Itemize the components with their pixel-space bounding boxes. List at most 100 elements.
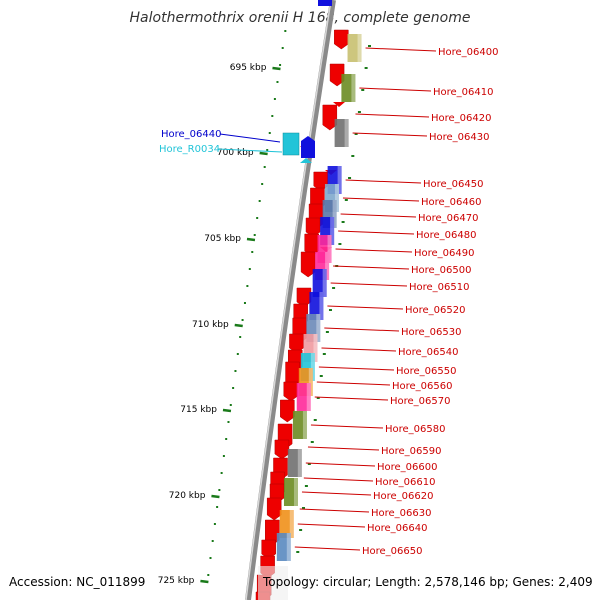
tick-dot [301, 507, 305, 509]
kbp-tick-label: 705 kbp [204, 234, 241, 244]
label-leader-line [333, 265, 410, 270]
kbp-tick-mark [246, 237, 256, 242]
label-leader-line [219, 133, 281, 143]
gene-label[interactable]: Hore_06400 [438, 47, 499, 58]
label-leader-line [305, 462, 376, 467]
kbp-tick-mark [272, 66, 281, 71]
gene-box [283, 478, 298, 506]
gene-box [287, 449, 302, 477]
gene-label[interactable]: Hore_06540 [398, 347, 459, 358]
label-leader-line [316, 381, 391, 386]
label-leader-line [345, 179, 422, 184]
gene-label[interactable]: Hore_06490 [414, 248, 475, 259]
gene-label[interactable]: Hore_06530 [401, 327, 462, 338]
gene-label[interactable]: Hore_06580 [385, 424, 446, 435]
gene-box-highlight [357, 34, 362, 62]
gene-box-highlight [337, 166, 342, 194]
gene-label[interactable]: Hore_06630 [371, 508, 432, 519]
tick-dot [271, 115, 274, 117]
gene-box [276, 533, 291, 561]
tick-dot [258, 200, 261, 202]
label-leader-line [330, 282, 408, 287]
gene-label[interactable]: Hore_06550 [396, 366, 457, 377]
tick-dot [341, 221, 345, 223]
label-leader-line [365, 47, 437, 52]
gene-box-highlight [327, 235, 332, 263]
gene-label[interactable]: Hore_R0034 [159, 144, 220, 155]
gene-label[interactable]: Hore_06640 [367, 523, 428, 534]
gene-label[interactable]: Hore_06600 [377, 462, 438, 473]
gene-label[interactable]: Hore_06520 [405, 305, 466, 316]
label-leader-line [335, 248, 413, 253]
tick-dot [256, 217, 259, 219]
tick-dot [220, 472, 223, 474]
gene-label[interactable]: Hore_06460 [421, 197, 482, 208]
gene-box [309, 292, 324, 320]
tick-dot [266, 149, 269, 151]
tick-dot [322, 353, 326, 355]
tick-dot [338, 243, 342, 245]
rna-gene-box [282, 132, 300, 156]
gene-label[interactable]: Hore_06470 [418, 213, 479, 224]
tick-dot [239, 336, 242, 338]
gene-label[interactable]: Hore_06560 [392, 381, 453, 392]
tick-dot [261, 183, 264, 185]
forward-gene-arrow [334, 29, 349, 50]
gene-box-highlight [322, 269, 327, 297]
label-leader-line [352, 132, 428, 137]
gene-box-highlight [319, 292, 324, 320]
label-leader-line [299, 508, 370, 513]
forward-gene-arrow [266, 497, 282, 521]
gene-label[interactable]: Hore_06500 [411, 265, 472, 276]
tick-dot [364, 67, 368, 69]
tick-dot [310, 441, 314, 443]
gene-labels: Hore_06400 Hore_06410 Hore_06420 Hore_06430… [159, 47, 499, 557]
forward-gene-arrow [322, 104, 338, 131]
kbp-ticks: 695 kbp 700 kbp 705 kbp 710 kbp 715 kbp 720 k… [158, 63, 281, 586]
gene-box-highlight [332, 200, 337, 228]
gene-label[interactable]: Hore_06480 [416, 230, 477, 241]
forward-gene-arrow [329, 63, 345, 87]
gene-label[interactable]: Hore_06450 [423, 179, 484, 190]
gene-label[interactable]: Hore_06590 [381, 446, 442, 457]
label-leaders [217, 47, 437, 551]
gene-label[interactable]: Hore_06570 [390, 396, 451, 407]
label-leader-line [310, 424, 384, 429]
gene-label[interactable]: Hore_06410 [433, 87, 494, 98]
tick-dot [236, 353, 239, 355]
tick-dot [232, 387, 235, 389]
tick-dot [354, 133, 358, 135]
tick-dot [296, 551, 300, 553]
map-title: Halothermothrix orenii H 168, complete g… [129, 10, 471, 26]
kbp-tick-mark [259, 151, 268, 156]
gene-box-highlight [293, 478, 298, 506]
tick-dot [216, 506, 219, 508]
tick-dot [241, 319, 244, 321]
label-leader-line [340, 213, 417, 218]
gene-label[interactable]: Hore_06650 [362, 546, 423, 557]
gene-label[interactable]: Hore_06620 [373, 491, 434, 502]
gene-box [334, 119, 349, 147]
tick-dot [357, 111, 361, 113]
tick-dot [351, 155, 355, 157]
gene-box-highlight [334, 184, 339, 212]
gene-box-highlight [297, 449, 302, 477]
accession-text: Accession: NC_011899 [9, 575, 146, 589]
tick-dot [276, 81, 279, 83]
gene-label[interactable]: Hore_06420 [431, 113, 492, 124]
tick-dot [229, 404, 232, 406]
tick-dot [332, 287, 336, 289]
gene-box-highlight [308, 368, 313, 396]
tick-dot [251, 251, 254, 253]
tick-dot [213, 523, 216, 525]
genome-info-text: Topology: circular; Length: 2,578,146 bp… [263, 575, 593, 589]
gene-label[interactable]: Hore_06610 [375, 477, 436, 488]
tick-dot [246, 285, 249, 287]
gene-box-highlight [344, 119, 349, 147]
gene-box-highlight [330, 217, 335, 245]
gene-label[interactable]: Hore_06510 [409, 282, 470, 293]
gene-label[interactable]: Hore_06430 [429, 132, 490, 143]
gene-box [279, 510, 294, 538]
gene-label[interactable]: Hore_06440 [161, 129, 222, 140]
